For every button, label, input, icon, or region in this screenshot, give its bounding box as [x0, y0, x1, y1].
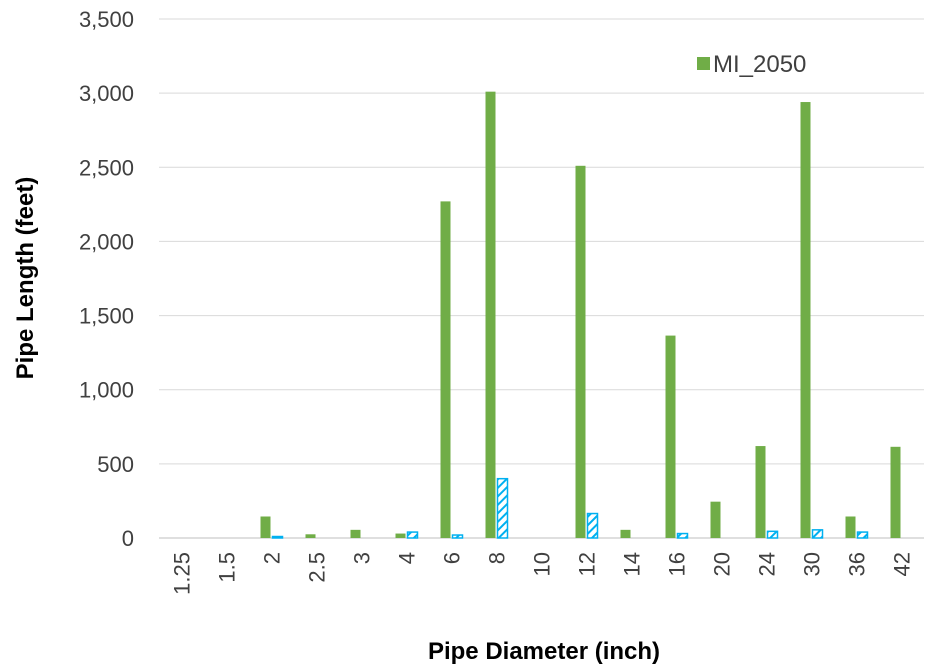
bar-mi-2050-12 [575, 165, 586, 538]
gridlines [159, 18, 924, 539]
bar-mi-2050-42 [890, 446, 901, 538]
x-tick-label: 14 [620, 552, 645, 576]
bars [260, 91, 901, 539]
y-tick-label: 2,500 [79, 155, 134, 180]
y-tick-label: 1,500 [79, 304, 134, 329]
bar-mi-2050-20 [710, 501, 721, 538]
x-tick-label: 20 [710, 552, 735, 576]
bar-mi-2050-30 [800, 102, 811, 538]
x-tick-label: 10 [530, 552, 555, 576]
y-tick-label: 0 [122, 526, 134, 551]
x-tick-label: 16 [665, 552, 690, 576]
y-tick-label: 3,500 [79, 7, 134, 32]
bar-mi-2050-14 [620, 529, 631, 538]
bar-mi-2050-8 [485, 91, 496, 538]
x-tick-labels: 1.25 1.5 2 2.5 3 4 6 8 10 12 14 16 20 24 30 36 42 [170, 552, 915, 595]
legend: MI_2050 [697, 51, 806, 78]
x-tick-label: 1.5 [215, 552, 240, 583]
bar-mi-2050-2-5 [305, 534, 316, 538]
bar-mi-2050-4 [395, 533, 406, 538]
y-tick-label: 3,000 [79, 81, 134, 106]
bar-series-2-24 [766, 530, 779, 539]
bar-mi-2050-3 [350, 529, 361, 538]
x-tick-label: 3 [350, 552, 375, 564]
y-tick-label: 500 [97, 452, 134, 477]
bar-mi-2050-16 [665, 335, 676, 538]
x-tick-label: 4 [395, 552, 420, 564]
bar-series-2-2 [271, 535, 284, 539]
legend-label-mi-2050: MI_2050 [713, 51, 806, 78]
x-tick-label: 42 [890, 552, 915, 576]
x-tick-label: 2 [260, 552, 285, 564]
bar-series-2-16 [676, 532, 689, 539]
bar-series-2-4 [406, 531, 419, 539]
bar-series-2-8 [496, 477, 509, 539]
legend-swatch-mi-2050 [697, 57, 710, 70]
bar-series-2-12 [586, 512, 599, 539]
x-tick-label: 30 [800, 552, 825, 576]
x-axis-title: Pipe Diameter (inch) [428, 638, 660, 665]
y-axis-title: Pipe Length (feet) [12, 177, 39, 380]
bar-mi-2050-36 [845, 516, 856, 538]
bar-mi-2050-2 [260, 516, 271, 538]
x-tick-label: 8 [485, 552, 510, 564]
bar-mi-2050-24 [755, 446, 766, 538]
y-tick-label: 1,000 [79, 378, 134, 403]
x-tick-label: 24 [755, 552, 780, 576]
x-tick-label: 36 [845, 552, 870, 576]
x-tick-label: 2.5 [305, 552, 330, 583]
y-tick-labels: 0 500 1,000 1,500 2,000 2,500 3,000 3,500 [79, 7, 134, 551]
y-tick-label: 2,000 [79, 229, 134, 254]
x-tick-label: 6 [440, 552, 465, 564]
x-tick-label: 12 [575, 552, 600, 576]
bar-series-2-30 [811, 529, 824, 539]
x-tick-label: 1.25 [170, 552, 195, 595]
bar-mi-2050-6 [440, 201, 451, 539]
bar-series-2-6 [451, 534, 464, 539]
bar-series-2-36 [856, 531, 869, 539]
